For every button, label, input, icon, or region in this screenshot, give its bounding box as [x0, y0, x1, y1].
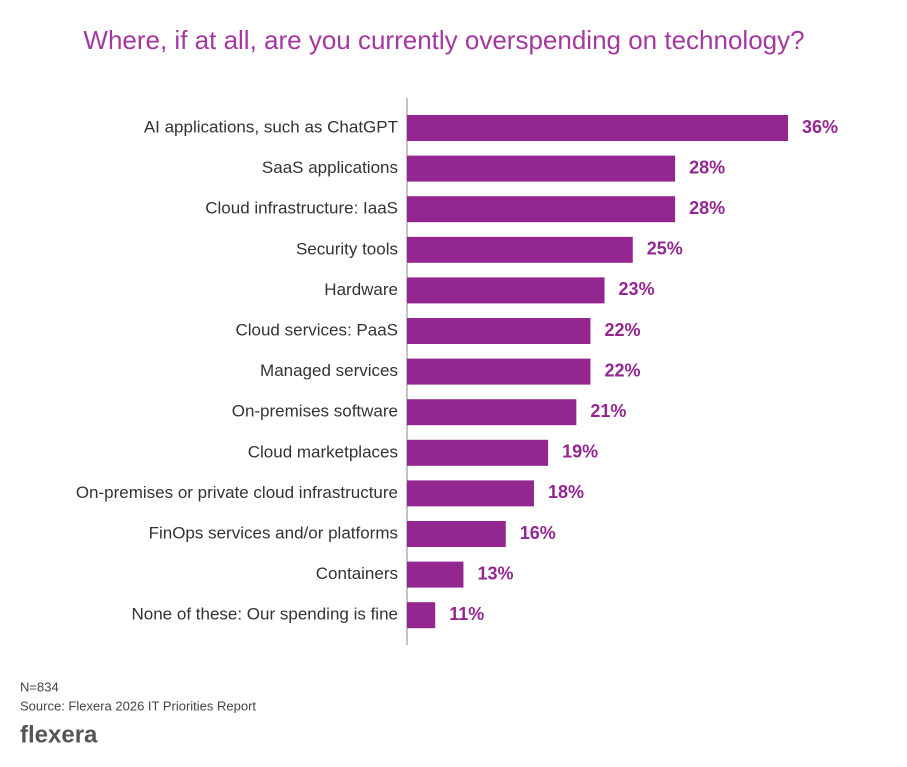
category-label: Security tools: [296, 239, 398, 258]
value-label: 13%: [477, 563, 513, 583]
category-label: SaaS applications: [262, 158, 398, 177]
bar: [407, 196, 676, 223]
sample-note: N=834: [20, 679, 59, 694]
value-label: 16%: [520, 523, 556, 543]
bar: [407, 480, 534, 507]
value-label: 25%: [647, 239, 683, 259]
source-note: Source: Flexera 2026 IT Priorities Repor…: [20, 698, 256, 713]
bar: [407, 115, 788, 141]
value-label: 21%: [590, 401, 626, 421]
bar: [407, 358, 591, 385]
bar: [407, 399, 577, 426]
chart-title: Where, if at all, are you currently over…: [83, 25, 804, 55]
category-label: None of these: Our spending is fine: [132, 605, 399, 624]
bar: [407, 439, 549, 466]
bar: [407, 561, 464, 588]
bar: [407, 602, 436, 629]
category-label: Hardware: [324, 280, 398, 299]
category-label: AI applications, such as ChatGPT: [144, 117, 398, 136]
category-label: Cloud marketplaces: [248, 442, 398, 461]
bar: [407, 155, 676, 182]
value-label: 11%: [449, 604, 484, 624]
value-label: 22%: [604, 320, 640, 340]
bar: [407, 236, 633, 263]
category-label: FinOps services and/or platforms: [149, 523, 398, 542]
category-label: Containers: [316, 564, 398, 583]
value-label: 22%: [604, 360, 640, 380]
bar: [407, 277, 605, 304]
category-label: On-premises or private cloud infrastruct…: [76, 483, 398, 502]
bar: [407, 318, 591, 344]
value-label: 23%: [619, 279, 655, 299]
value-label: 36%: [802, 117, 838, 137]
value-label: 28%: [689, 198, 725, 218]
bar: [407, 521, 506, 547]
category-label: Cloud infrastructure: IaaS: [205, 199, 398, 218]
category-label: Cloud services: PaaS: [235, 320, 398, 339]
category-label: On-premises software: [232, 402, 398, 421]
logo: flexera: [20, 721, 98, 748]
value-label: 28%: [689, 157, 725, 177]
value-label: 18%: [548, 482, 584, 502]
category-label: Managed services: [260, 361, 398, 380]
value-label: 19%: [562, 442, 598, 462]
